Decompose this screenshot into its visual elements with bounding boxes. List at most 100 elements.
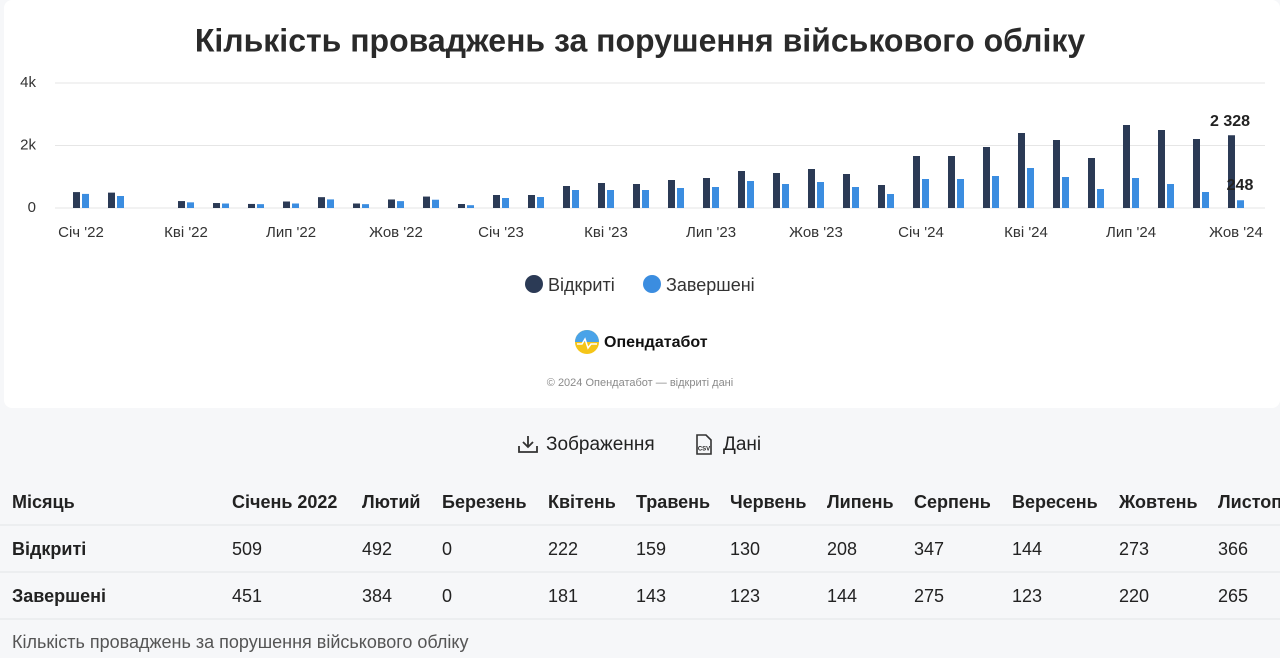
legend-item[interactable]: Завершені xyxy=(643,275,755,295)
bar xyxy=(572,190,579,208)
table-cell: 144 xyxy=(1012,539,1042,559)
bar xyxy=(467,205,474,208)
data-label: 248 xyxy=(1227,177,1254,194)
y-tick-label: 0 xyxy=(28,199,36,216)
download-data-button[interactable]: CSV Дані xyxy=(696,434,761,455)
column-header: Червень xyxy=(730,492,806,512)
bar xyxy=(738,171,745,208)
bar xyxy=(117,196,124,208)
column-header: Липень xyxy=(827,492,894,512)
bar xyxy=(1158,130,1165,208)
table-caption: Кількість проваджень за порушення військ… xyxy=(12,632,469,652)
bar xyxy=(222,203,229,208)
legend: Відкриті Завершені xyxy=(525,275,755,295)
column-header: Листопад xyxy=(1218,492,1280,512)
bar xyxy=(598,183,605,208)
column-header: Місяць xyxy=(12,492,75,512)
bar xyxy=(73,192,80,208)
bar xyxy=(633,184,640,208)
legend-item[interactable]: Відкриті xyxy=(525,275,615,295)
button-label[interactable]: Зображення xyxy=(546,434,655,455)
table-cell: 143 xyxy=(636,586,666,606)
row-header: Завершені xyxy=(12,586,106,606)
bar xyxy=(292,203,299,208)
bar xyxy=(957,179,964,208)
table-cell: 144 xyxy=(827,586,857,606)
bar xyxy=(607,190,614,208)
table-cell: 509 xyxy=(232,539,262,559)
bar xyxy=(1193,139,1200,208)
bar xyxy=(1018,133,1025,208)
bar xyxy=(502,198,509,208)
table-cell: 130 xyxy=(730,539,760,559)
legend-label: Завершені xyxy=(666,275,755,295)
bar xyxy=(887,194,894,208)
x-tick-label: Кві '22 xyxy=(164,224,208,241)
bar xyxy=(353,203,360,208)
bar xyxy=(677,188,684,208)
x-tick-label: Кві '24 xyxy=(1004,224,1048,241)
bar xyxy=(528,195,535,208)
bar xyxy=(1228,135,1235,208)
x-tick-label: Лип '23 xyxy=(686,224,736,241)
chart-title: Кількість проваджень за порушення військ… xyxy=(195,22,1085,58)
bar xyxy=(82,193,89,208)
bar xyxy=(878,185,885,208)
bar xyxy=(852,187,859,208)
x-tick-label: Лип '24 xyxy=(1106,224,1156,241)
bar xyxy=(537,197,544,208)
column-header: Серпень xyxy=(914,492,991,512)
table-cell: 366 xyxy=(1218,539,1248,559)
bar xyxy=(773,173,780,208)
footer: © 2024 Опендатабот — відкриті дані xyxy=(547,377,733,389)
bar xyxy=(178,201,185,208)
legend-marker xyxy=(525,275,543,293)
table-cell: 347 xyxy=(914,539,944,559)
bar xyxy=(1053,140,1060,208)
legend-label: Відкриті xyxy=(548,275,615,295)
x-tick-label: Жов '23 xyxy=(789,224,843,241)
bar xyxy=(922,179,929,208)
table-cell: 265 xyxy=(1218,586,1248,606)
x-tick-label: Січ '24 xyxy=(898,224,944,241)
bar xyxy=(108,192,115,208)
bar xyxy=(563,186,570,208)
icon-glyph: CSV xyxy=(698,447,710,453)
bar xyxy=(1167,184,1174,208)
bar xyxy=(913,156,920,208)
bar xyxy=(817,182,824,208)
bar xyxy=(362,204,369,208)
bar xyxy=(808,169,815,208)
row-header: Відкриті xyxy=(12,539,86,559)
bar xyxy=(642,190,649,208)
table-cell: 492 xyxy=(362,539,392,559)
bar xyxy=(493,195,500,208)
bar xyxy=(843,174,850,208)
table-cell: 123 xyxy=(730,586,760,606)
data-label: 2 328 xyxy=(1210,113,1250,130)
table-cell: 181 xyxy=(548,586,578,606)
bar xyxy=(1123,125,1130,208)
bar xyxy=(257,204,264,208)
x-tick-label: Кві '23 xyxy=(584,224,628,241)
bar xyxy=(318,197,325,208)
column-header: Січень 2022 xyxy=(232,492,337,512)
bar xyxy=(1062,177,1069,208)
y-tick-label: 4k xyxy=(20,74,36,91)
table-cell: 273 xyxy=(1119,539,1149,559)
bar xyxy=(248,203,255,208)
bar xyxy=(1202,192,1209,208)
bar xyxy=(213,203,220,208)
table-cell: 0 xyxy=(442,586,452,606)
x-tick-label: Жов '22 xyxy=(369,224,423,241)
column-header: Квітень xyxy=(548,492,616,512)
bar xyxy=(283,201,290,208)
button-label[interactable]: Дані xyxy=(723,434,761,455)
bar xyxy=(423,196,430,208)
table-cell: 159 xyxy=(636,539,666,559)
column-header: Березень xyxy=(442,492,527,512)
bar xyxy=(1027,168,1034,208)
download-image-button[interactable]: Зображення xyxy=(518,434,655,455)
bar xyxy=(948,156,955,208)
